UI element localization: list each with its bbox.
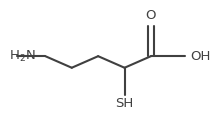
Text: H$_2$N: H$_2$N (9, 49, 36, 64)
Text: O: O (146, 9, 156, 22)
Text: SH: SH (115, 97, 134, 110)
Text: OH: OH (190, 50, 211, 63)
